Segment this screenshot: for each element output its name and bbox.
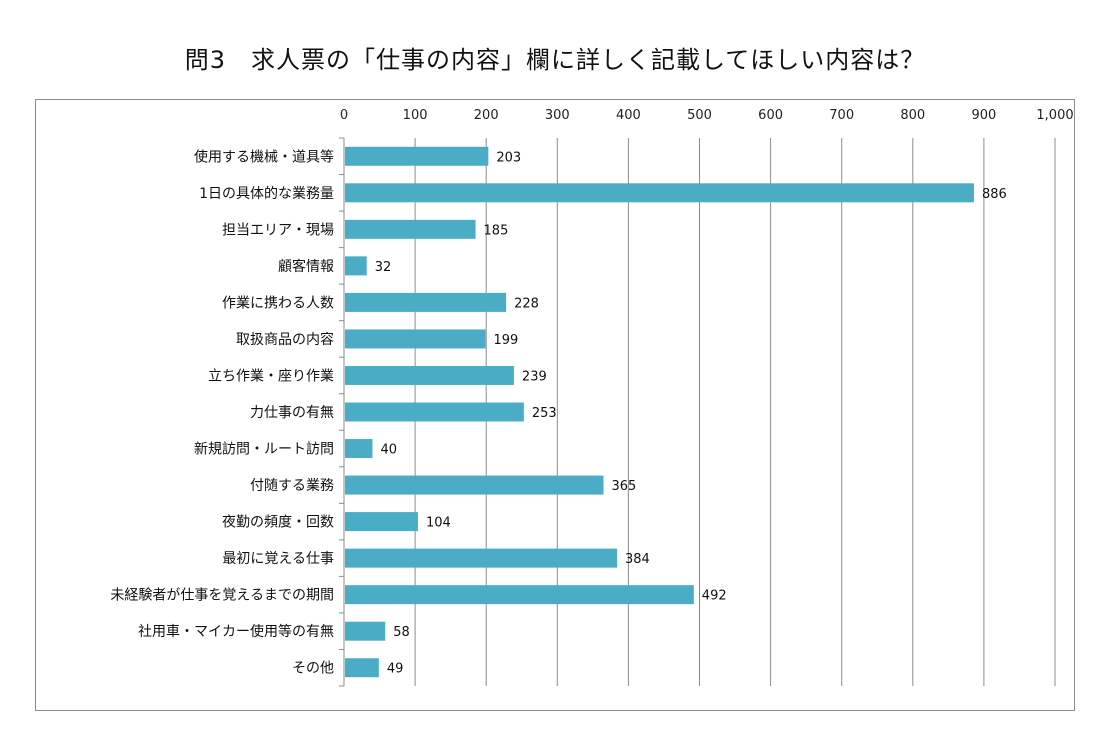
x-tick-label: 800 bbox=[900, 108, 925, 123]
category-label: 取扱商品の内容 bbox=[236, 331, 334, 348]
bar bbox=[345, 512, 418, 532]
bar bbox=[345, 183, 974, 203]
bar bbox=[345, 365, 514, 385]
x-tick-label: 200 bbox=[474, 108, 499, 123]
data-label: 239 bbox=[522, 369, 547, 384]
bar bbox=[345, 621, 386, 641]
x-tick-label: 100 bbox=[403, 108, 428, 123]
data-label: 40 bbox=[380, 443, 397, 458]
data-label: 886 bbox=[982, 187, 1007, 202]
category-label: 立ち作業・座り作業 bbox=[208, 368, 334, 384]
bar bbox=[345, 329, 486, 349]
chart-frame bbox=[35, 99, 1075, 711]
data-label: 492 bbox=[702, 589, 727, 604]
category-label: 使用する機械・道具等 bbox=[194, 148, 334, 165]
category-label: 顧客情報 bbox=[278, 258, 334, 275]
x-tick-label: 600 bbox=[758, 108, 783, 123]
category-label: 夜勤の頻度・回数 bbox=[222, 515, 334, 531]
x-tick-label: 900 bbox=[971, 108, 996, 123]
x-tick-label: 400 bbox=[616, 108, 641, 123]
bar bbox=[345, 475, 604, 495]
data-label: 253 bbox=[532, 406, 557, 421]
data-label: 203 bbox=[496, 150, 521, 165]
labels: 0 100 200 300 400 500 600 700 800 900 1,000 使用する機械・… bbox=[110, 108, 1073, 677]
bar bbox=[345, 146, 489, 166]
data-label: 384 bbox=[625, 552, 650, 567]
data-label: 185 bbox=[484, 223, 509, 238]
data-label: 104 bbox=[426, 516, 451, 531]
category-label: 力仕事の有無 bbox=[250, 405, 334, 421]
category-label: 新規訪問・ルート訪問 bbox=[194, 442, 334, 458]
chart-title: 問3 求人票の「仕事の内容」欄に詳しく記載してほしい内容は？ bbox=[184, 46, 926, 74]
category-label: 1日の具体的な業務量 bbox=[199, 186, 334, 202]
data-label: 49 bbox=[387, 662, 404, 677]
bar bbox=[345, 219, 476, 239]
data-label: 32 bbox=[375, 260, 392, 275]
x-tick-label: 700 bbox=[829, 108, 854, 123]
category-label: 付随する業務 bbox=[250, 478, 334, 494]
x-tick-label: 1,000 bbox=[1036, 108, 1073, 123]
category-label: 担当エリア・現場 bbox=[222, 222, 334, 238]
data-label: 365 bbox=[612, 479, 637, 494]
category-label: その他 bbox=[292, 661, 334, 677]
bar bbox=[345, 256, 367, 276]
x-tick-label: 500 bbox=[687, 108, 712, 123]
bar bbox=[345, 292, 507, 312]
data-label: 199 bbox=[493, 333, 518, 348]
bar bbox=[345, 658, 379, 678]
axes bbox=[339, 137, 345, 687]
data-label: 58 bbox=[393, 625, 410, 640]
bars bbox=[345, 146, 974, 678]
x-tick-label: 0 bbox=[340, 108, 348, 123]
category-label: 最初に覚える仕事 bbox=[222, 550, 334, 567]
bar bbox=[345, 402, 524, 422]
data-label: 228 bbox=[514, 296, 539, 311]
bar bbox=[345, 585, 694, 605]
category-label: 社用車・マイカー使用等の有無 bbox=[138, 623, 334, 640]
bar bbox=[345, 439, 373, 459]
bar bbox=[345, 548, 618, 568]
category-label: 作業に携わる人数 bbox=[222, 295, 334, 311]
x-tick-label: 300 bbox=[545, 108, 570, 123]
category-label: 未経験者が仕事を覚えるまでの期間 bbox=[110, 588, 334, 604]
